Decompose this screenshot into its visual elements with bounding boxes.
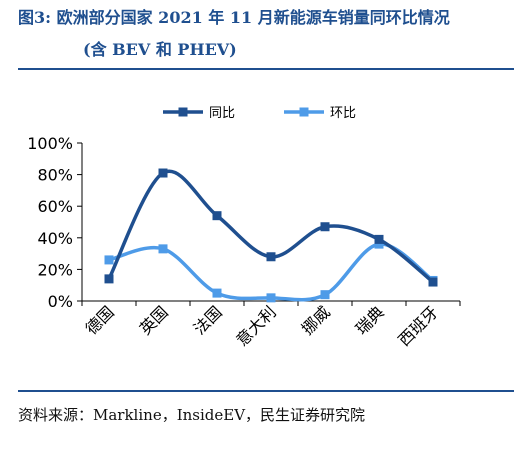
- x-tick-label: 德国: [82, 302, 118, 338]
- series-1-point: [374, 239, 384, 249]
- series-1-point: [266, 293, 276, 303]
- series-0-point: [374, 234, 384, 244]
- y-tick-label: 100%: [27, 134, 73, 153]
- y-tick-label: 60%: [37, 197, 73, 216]
- series-0-point: [428, 277, 438, 287]
- series-0-point: [266, 252, 276, 262]
- legend-marker-0: [178, 107, 188, 117]
- figure-title: 图3: 欧洲部分国家 2021 年 11 月新能源车销量同环比情况 (含 BEV…: [18, 6, 518, 62]
- y-tick-label: 0%: [48, 292, 73, 311]
- x-tick-label: 挪威: [298, 302, 334, 338]
- series-0-point: [104, 274, 114, 284]
- y-tick-label: 40%: [37, 229, 73, 248]
- top-divider: [18, 68, 514, 70]
- series-1-point: [212, 288, 222, 298]
- x-tick-label: 法国: [190, 302, 226, 338]
- x-tick-label: 英国: [136, 302, 172, 338]
- figure-title-line1: 图3: 欧洲部分国家 2021 年 11 月新能源车销量同环比情况: [18, 8, 450, 27]
- x-tick-label: 意大利: [232, 302, 279, 349]
- y-tick-label: 20%: [37, 260, 73, 279]
- series-1-point: [104, 255, 114, 265]
- series-0-point: [212, 211, 222, 221]
- x-tick-label: 西班牙: [394, 302, 441, 349]
- series-1-point: [158, 244, 168, 254]
- series-0-point: [320, 222, 330, 232]
- source-note: 资料来源：Markline，InsideEV，民生证券研究院: [18, 406, 366, 424]
- legend-marker-1: [299, 107, 309, 117]
- legend-label-1: 环比: [330, 106, 356, 121]
- x-tick-label: 瑞典: [352, 302, 388, 338]
- y-tick-label: 80%: [37, 166, 73, 185]
- figure-title-line2: (含 BEV 和 PHEV): [83, 40, 237, 59]
- series-0-point: [158, 168, 168, 178]
- bottom-divider: [18, 390, 514, 392]
- legend-label-0: 同比: [209, 106, 235, 121]
- series-line-0: [107, 169, 435, 284]
- series-1-point: [320, 290, 330, 300]
